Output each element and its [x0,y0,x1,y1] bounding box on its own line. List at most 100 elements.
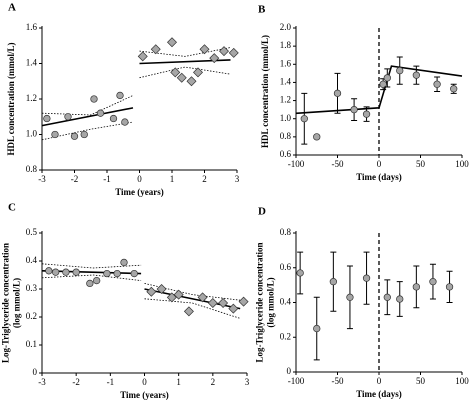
y-tick-label: 1.2 [280,95,291,105]
point [80,130,88,139]
y-tick-label: 2.0 [280,22,292,32]
point [116,91,124,100]
point [109,114,118,123]
point [346,293,354,301]
y-tick-label: 1.6 [26,22,38,32]
y-tick-label: 1.4 [280,76,292,86]
x-tick-label: -1 [107,377,115,387]
y-tick-label: 1.6 [280,58,292,68]
y-tick-label: 0.3 [26,283,38,293]
x-tick-label: 3 [245,377,250,387]
y-tick-label: 0.8 [280,131,292,141]
point [296,269,304,277]
point [70,132,79,140]
point [207,298,218,308]
point [93,276,101,285]
point [146,286,157,297]
confidence-band [139,66,231,79]
y-tick-label: 0.8 [26,164,38,174]
x-tick-label: 1 [176,377,181,387]
y-axis-title: (log mmol/L) [12,278,22,328]
y-tick-label: 1.0 [26,129,38,139]
x-tick-label: 0 [377,376,382,386]
x-tick-label: -2 [72,377,80,387]
confidence-band [144,298,241,319]
x-axis-title: Time (days) [356,389,402,399]
point [313,324,321,333]
y-tick-label: 0.1 [26,339,37,349]
point [228,47,239,58]
x-tick-label: 100 [455,376,469,386]
point [329,278,338,286]
point [429,278,437,286]
point [170,67,181,78]
panel-label: D [258,206,266,218]
point [96,109,105,117]
point [350,105,358,114]
x-tick-label: 100 [455,159,469,169]
point [183,306,194,317]
point [62,268,70,276]
x-tick-label: -50 [332,376,344,386]
point [166,292,177,303]
x-tick-label: -2 [71,174,79,184]
point [433,80,441,88]
y-tick-label: 0.2 [26,311,37,321]
y-axis-title: HDL concentration (mmol/L) [260,35,270,148]
y-tick-label: 0.2 [280,331,291,341]
y-tick-label: 0 [33,367,38,377]
x-tick-label: 0 [377,159,382,169]
point [228,303,239,314]
x-tick-label: 2 [211,377,216,387]
y-tick-label: 0.4 [280,297,292,307]
point [72,268,80,276]
point [86,279,94,288]
point [209,53,220,64]
panel-label: C [8,202,16,214]
y-tick-label: 0.5 [26,227,38,237]
point [450,85,458,93]
point [218,298,229,308]
x-tick-label: -1 [103,174,111,184]
point [103,269,111,278]
point [383,74,391,82]
point [313,133,321,141]
x-tick-label: -3 [38,174,46,184]
point [379,80,387,88]
point [121,118,129,126]
point [199,44,210,55]
y-tick-label: 0.6 [280,149,292,159]
point [412,283,421,291]
fit-line [41,107,134,127]
y-tick-label: 0.6 [280,262,292,272]
x-tick-label: -100 [288,159,305,169]
confidence-band [41,95,134,116]
x-tick-label: 50 [416,376,426,386]
point [396,295,404,303]
y-tick-label: 0 [287,366,292,376]
point [396,66,404,75]
y-tick-label: 1.2 [26,93,37,103]
confidence-band [41,263,142,269]
point [45,267,53,275]
confidence-band [41,274,142,281]
x-tick-label: -50 [332,159,344,169]
y-tick-label: 1.8 [280,40,292,50]
point [173,289,184,300]
point [333,89,342,97]
point [156,284,167,294]
point [412,71,421,79]
x-tick-label: 1 [170,174,175,184]
point [43,114,51,123]
point [193,67,203,78]
x-axis-title: Time (years) [120,390,169,400]
y-tick-label: 0.8 [280,227,292,237]
x-tick-label: 0 [137,174,142,184]
point [219,46,229,57]
point [137,51,148,62]
panel-label: B [258,4,266,16]
x-tick-label: 50 [416,159,426,169]
x-axis-title: Time (years) [115,187,164,197]
panel-label: A [8,2,16,14]
